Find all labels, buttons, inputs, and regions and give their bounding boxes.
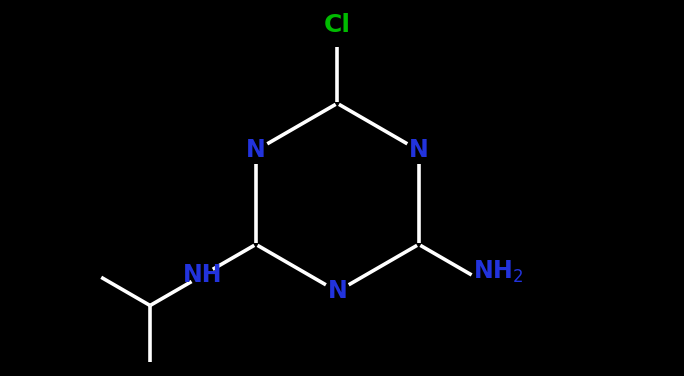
Text: Cl: Cl — [324, 14, 351, 37]
Text: N: N — [328, 279, 347, 303]
Text: N: N — [409, 138, 429, 162]
Text: NH$_2$: NH$_2$ — [473, 259, 523, 285]
Text: N: N — [246, 138, 266, 162]
Text: NH: NH — [183, 263, 223, 287]
